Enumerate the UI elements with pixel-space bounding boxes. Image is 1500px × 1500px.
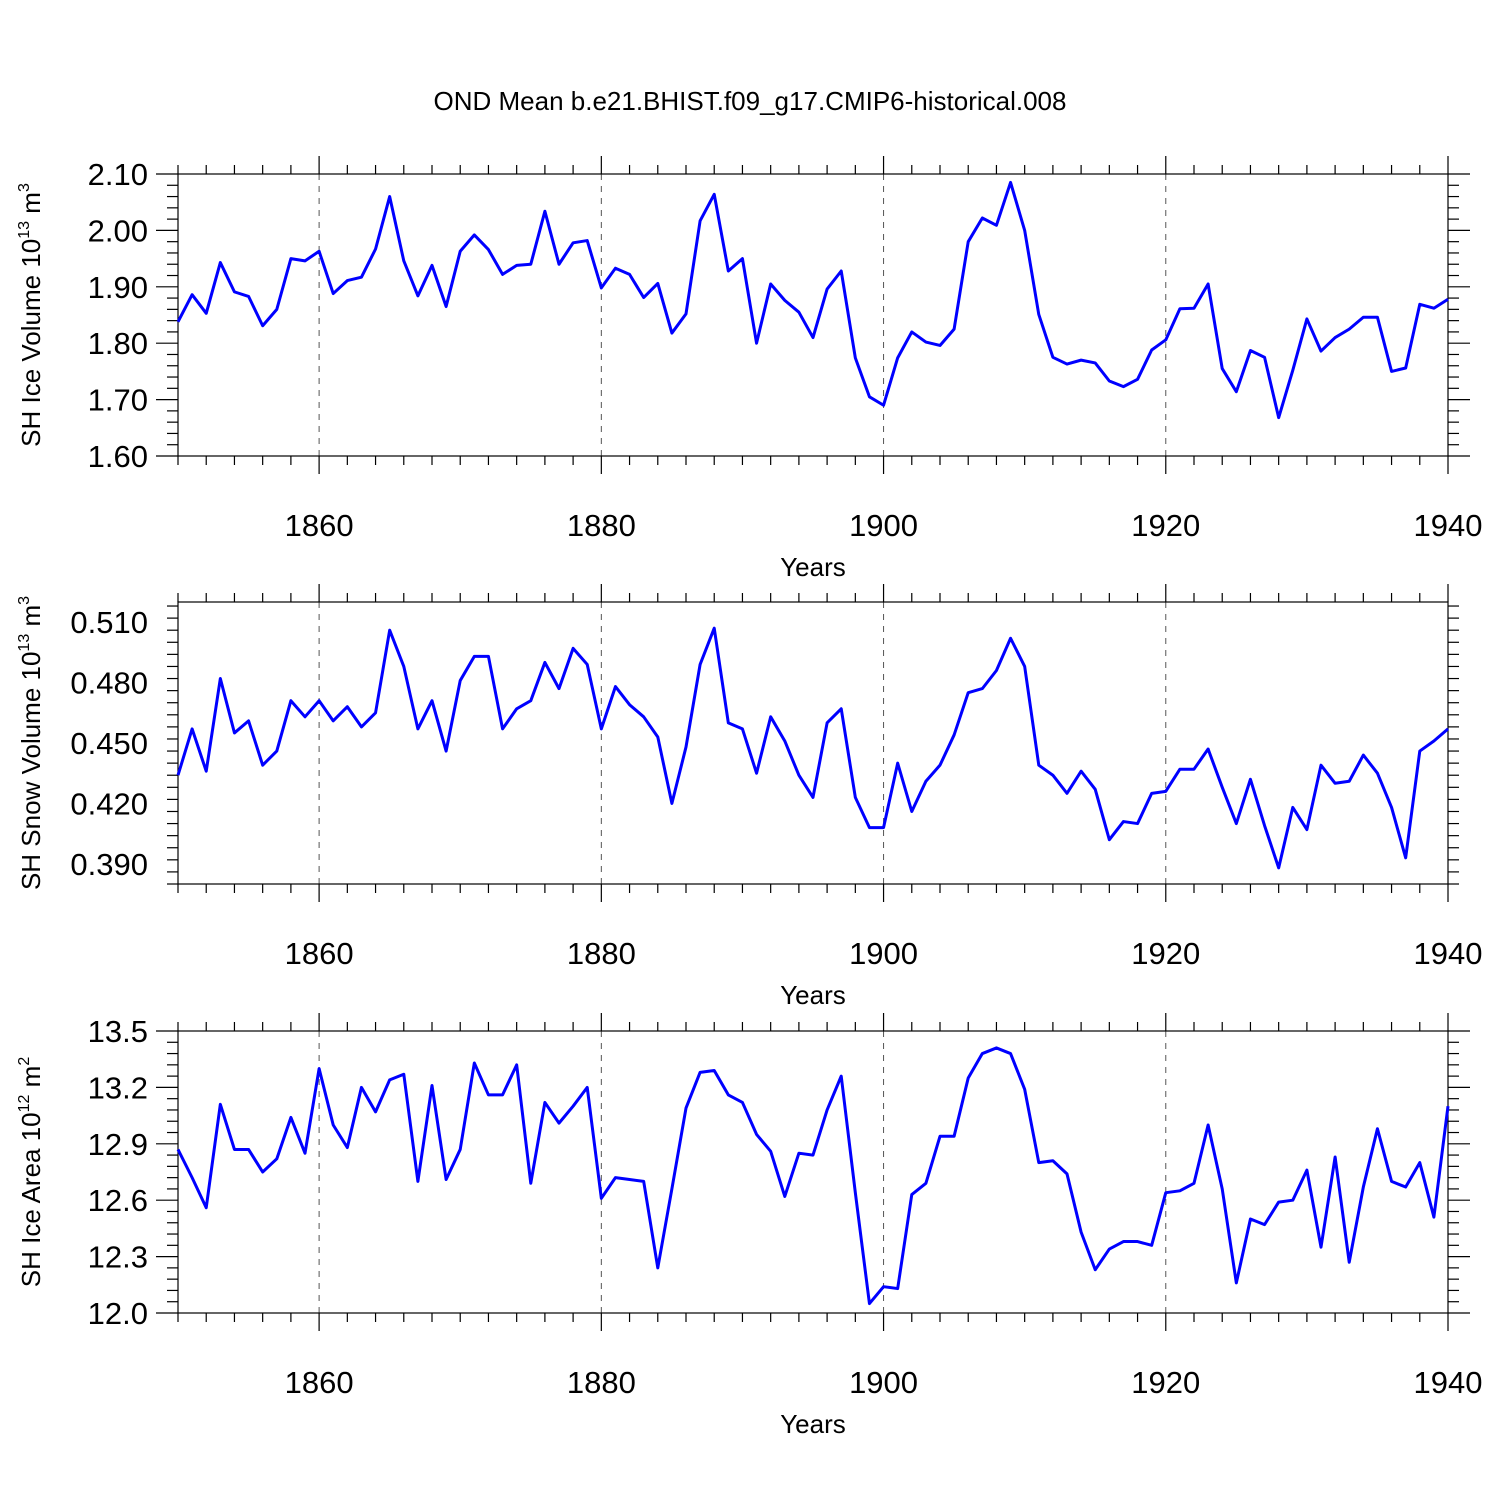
snow-volume-y-tick-label: 0.510 xyxy=(70,605,148,640)
ice-area-y-tick-label: 12.9 xyxy=(88,1127,148,1162)
snow-volume-x-tick-label: 1900 xyxy=(849,936,918,971)
ice-area-y-tick-label: 12.0 xyxy=(88,1296,148,1331)
ice-volume-x-tick-label: 1880 xyxy=(567,508,636,543)
snow-volume-y-tick-label: 0.480 xyxy=(70,666,148,701)
ice-area-y-tick-label: 12.3 xyxy=(88,1240,148,1275)
ice-volume-y-tick-label: 2.00 xyxy=(88,213,148,248)
snow-volume-series-line xyxy=(176,626,1449,870)
ice-area-y-axis-title: SH Ice Area 1012 m2 xyxy=(16,1057,46,1288)
snow-volume-x-tick-label: 1880 xyxy=(567,936,636,971)
ice-volume-series-line xyxy=(176,180,1449,420)
ice-area-y-tick-label: 13.2 xyxy=(88,1070,148,1105)
snow-volume-y-tick-label: 0.420 xyxy=(70,786,148,821)
snow-volume-y-axis-title: SH Snow Volume 1013 m3 xyxy=(16,596,46,890)
ice-area-x-axis-title: Years xyxy=(780,1409,846,1439)
ice-area-frame xyxy=(177,1030,1449,1314)
ice-area-x-tick-label: 1920 xyxy=(1131,1365,1200,1400)
ice-volume-x-tick-label: 1860 xyxy=(285,508,354,543)
ice-volume-panel: 1860 1880 1900 1920 1940 Years 1.60 1.70 1.80 1.9… xyxy=(16,156,1482,582)
ice-volume-y-tick-label: 1.60 xyxy=(88,439,148,474)
ice-volume-y-tick-label: 1.80 xyxy=(88,326,148,361)
ice-area-y-tick-label: 12.6 xyxy=(88,1183,148,1218)
figure-title: OND Mean b.e21.BHIST.f09_g17.CMIP6-histo… xyxy=(434,86,1067,116)
ice-area-x-tick-label: 1880 xyxy=(567,1365,636,1400)
snow-volume-x-tick-label: 1940 xyxy=(1414,936,1483,971)
snow-volume-x-axis-title: Years xyxy=(780,980,846,1010)
ice-volume-y-axis-title: SH Ice Volume 1013 m3 xyxy=(16,183,46,447)
ice-volume-frame xyxy=(177,173,1449,457)
snow-volume-y-tick-label: 0.450 xyxy=(70,726,148,761)
ice-volume-x-tick-label: 1900 xyxy=(849,508,918,543)
ice-area-panel: 1860 1880 1900 1920 1940 Years 12.0 12.3 12.6 12.… xyxy=(16,1013,1482,1439)
ice-area-series-line xyxy=(176,1046,1450,1306)
snow-volume-x-tick-label: 1860 xyxy=(285,936,354,971)
ice-volume-y-tick-label: 1.90 xyxy=(88,270,148,305)
ice-volume-x-tick-label: 1920 xyxy=(1131,508,1200,543)
snow-volume-y-tick-label: 0.390 xyxy=(70,847,148,882)
ice-area-x-tick-label: 1900 xyxy=(849,1365,918,1400)
ice-area-y-tick-label: 13.5 xyxy=(88,1014,148,1049)
snow-volume-x-tick-label: 1920 xyxy=(1131,936,1200,971)
ice-area-x-tick-label: 1860 xyxy=(285,1365,354,1400)
ice-volume-y-tick-label: 1.70 xyxy=(88,383,148,418)
snow-volume-frame xyxy=(177,601,1449,885)
ice-volume-x-tick-label: 1940 xyxy=(1414,508,1483,543)
ice-volume-y-tick-label: 2.10 xyxy=(88,157,148,192)
snow-volume-panel: 1860 1880 1900 1920 1940 Years 0.390 0.420 0.450… xyxy=(16,584,1482,1010)
ice-volume-x-axis-title: Years xyxy=(780,552,846,582)
ice-area-x-tick-label: 1940 xyxy=(1414,1365,1483,1400)
